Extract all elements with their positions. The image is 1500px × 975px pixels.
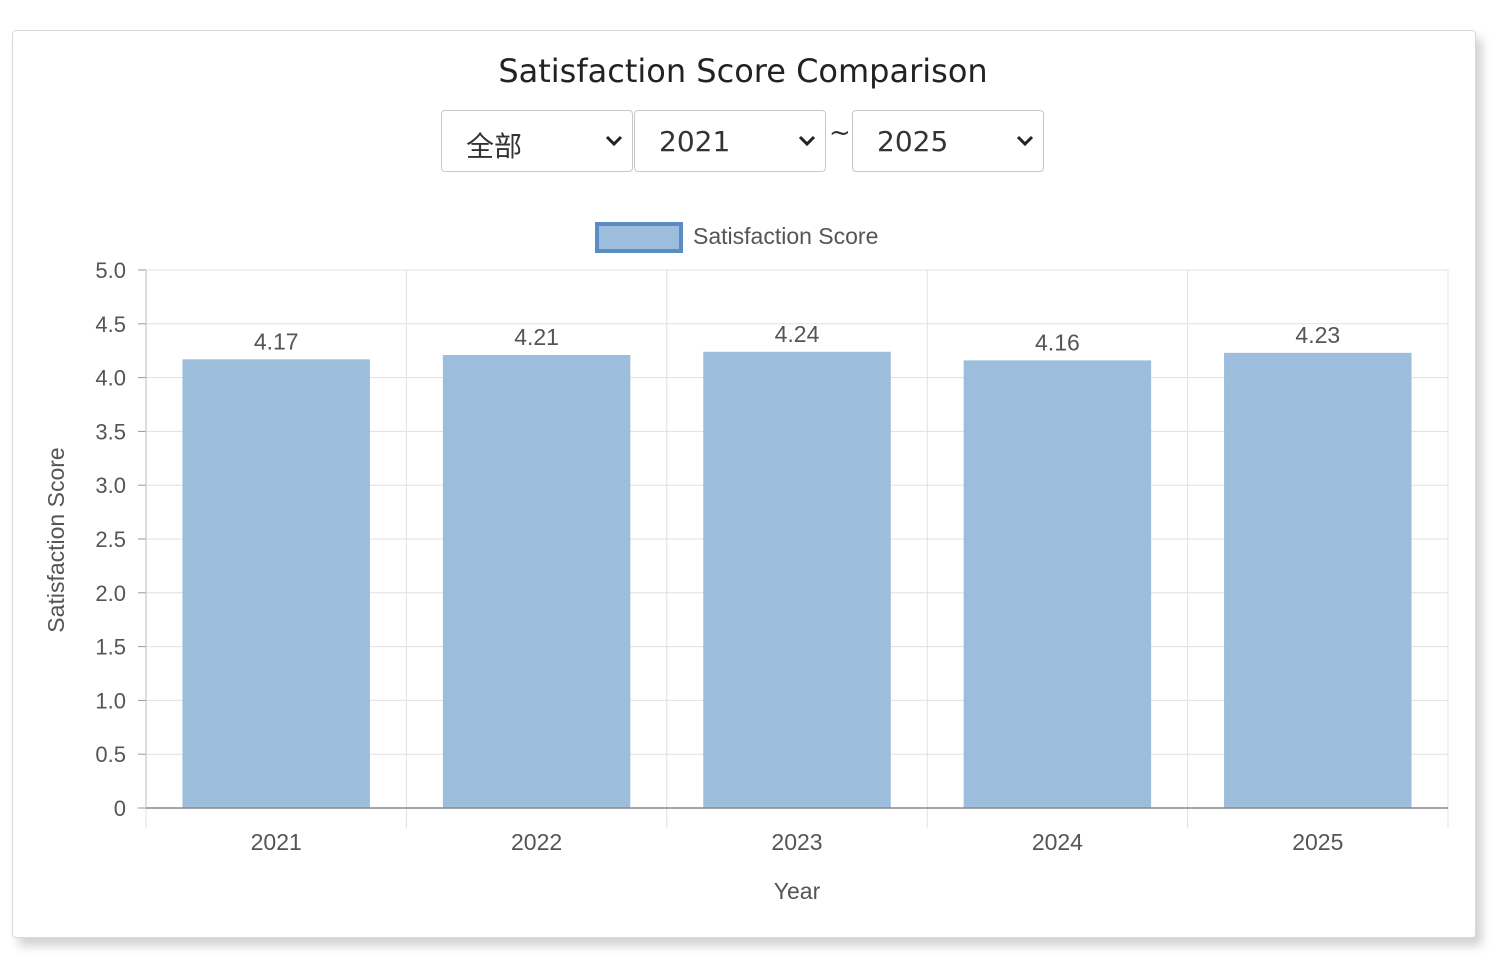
bar-2025[interactable] [1224,352,1412,808]
y-tick-label: 1.5 [95,635,126,660]
x-tick-label-2023: 2023 [771,829,822,855]
y-tick-label: 2.0 [95,581,126,606]
legend-label: Satisfaction Score [693,223,878,249]
y-tick-label: 0.5 [95,742,126,767]
y-tick-label: 5.0 [95,258,126,283]
y-tick-label: 4.0 [95,366,126,391]
chevron-down-icon [1016,135,1034,147]
legend-swatch [595,222,683,253]
bars [182,351,1412,808]
chevron-down-icon [605,135,623,147]
end-year-value: 2025 [877,125,949,158]
y-axis-label: Satisfaction Score [43,447,69,632]
data-labels: 4.17 4.21 4.24 4.16 4.23 [254,321,1340,356]
legend[interactable]: Satisfaction Score [595,222,878,253]
bar-2022[interactable] [442,355,631,808]
category-select[interactable]: 全部 [441,110,633,172]
data-label-2025: 4.23 [1295,322,1340,348]
y-tick-label: 3.5 [95,419,126,444]
x-tick-label-2021: 2021 [251,829,302,855]
data-label-2021: 4.17 [254,328,299,354]
y-tick-label: 1.0 [95,688,126,713]
data-label-2024: 4.16 [1035,329,1080,355]
chart-title: Satisfaction Score Comparison [498,52,988,90]
start-year-value: 2021 [659,125,731,158]
y-tick-label: 0 [114,796,126,821]
year-range-separator: ~ [829,118,851,148]
x-axis-label: Year [774,878,821,904]
chevron-down-icon [798,135,816,147]
bar-2024[interactable] [963,360,1152,808]
end-year-select[interactable]: 2025 [852,110,1044,172]
x-tick-label-2024: 2024 [1032,829,1083,855]
bar-2023[interactable] [703,351,891,808]
x-tick-label-2025: 2025 [1292,829,1343,855]
data-label-2022: 4.21 [514,324,559,350]
y-tick-label: 2.5 [95,527,126,552]
axes: 0 0.5 1.0 1.5 2.0 2.5 3.0 3.5 4.0 4.5 5.0 2021 2022 2… [95,258,1448,855]
category-select-value: 全部 [466,130,523,163]
data-label-2023: 4.24 [775,321,820,347]
y-tick-label: 4.5 [95,312,126,337]
x-tick-label-2022: 2022 [511,829,562,855]
y-tick-label: 3.0 [95,473,126,498]
start-year-select[interactable]: 2021 [634,110,826,172]
bar-2021[interactable] [182,359,370,808]
